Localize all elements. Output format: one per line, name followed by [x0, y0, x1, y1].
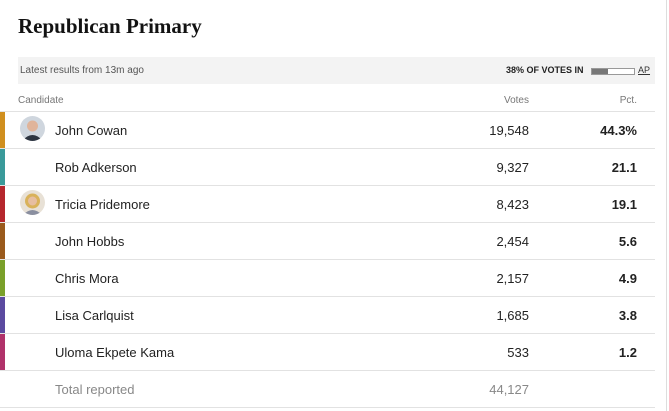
border [666, 0, 667, 411]
total-row: Total reported 44,127 [0, 370, 655, 408]
table-row: Tricia Pridemore 8,423 19.1 [0, 185, 655, 223]
candidate-name: Tricia Pridemore [55, 197, 150, 212]
reporting: 38% OF VOTES IN [506, 65, 584, 75]
color-swatch [0, 112, 5, 149]
total-votes: 44,127 [489, 382, 529, 397]
avatar [20, 190, 45, 215]
column-header: Candidate [18, 95, 64, 106]
table-row: Rob Adkerson 9,327 21.1 [0, 148, 655, 186]
color-swatch [0, 297, 5, 334]
updated: Latest results from 13m ago [20, 65, 144, 76]
progress-bar [591, 68, 635, 75]
color-swatch [0, 186, 5, 223]
color-swatch [0, 149, 5, 186]
votes: 19,548 [489, 123, 529, 138]
votes: 9,327 [496, 160, 529, 175]
percent: 3.8 [618, 308, 637, 323]
votes: 2,454 [496, 234, 529, 249]
votes: 533 [507, 345, 529, 360]
table-row: John Hobbs 2,454 5.6 [0, 222, 655, 260]
total-label: Total reported [55, 382, 135, 397]
votes: 8,423 [496, 197, 529, 212]
title: Republican Primary [18, 14, 202, 38]
column-header: Pct. [619, 95, 637, 106]
candidate-name: Rob Adkerson [55, 160, 137, 175]
percent: 5.6 [618, 234, 637, 249]
votes: 1,685 [496, 308, 529, 323]
percent: 1.2 [618, 345, 637, 360]
percent: 4.9 [618, 271, 637, 286]
color-swatch [0, 334, 5, 371]
percent: 44.3% [600, 123, 637, 138]
candidate-name: John Cowan [55, 123, 128, 138]
source-link[interactable]: AP [638, 65, 651, 75]
color-swatch [0, 223, 5, 260]
color-swatch [0, 260, 5, 297]
votes: 2,157 [496, 271, 529, 286]
avatar [20, 116, 45, 141]
column-header: Votes [503, 95, 529, 106]
progress-fill [592, 69, 608, 74]
candidate-name: John Hobbs [55, 234, 125, 249]
table-row: John Cowan 19,548 44.3% [0, 111, 655, 149]
table-row: Uloma Ekpete Kama 533 1.2 [0, 333, 655, 371]
percent: 21.1 [611, 160, 637, 175]
meta-bar: Latest results from 13m ago 38% OF VOTES… [18, 57, 655, 84]
candidate-name: Lisa Carlquist [55, 308, 134, 323]
candidate-name: Chris Mora [55, 271, 119, 286]
percent: 19.1 [611, 197, 637, 212]
table-row: Lisa Carlquist 1,685 3.8 [0, 296, 655, 334]
candidate-name: Uloma Ekpete Kama [55, 345, 175, 360]
table-row: Chris Mora 2,157 4.9 [0, 259, 655, 297]
